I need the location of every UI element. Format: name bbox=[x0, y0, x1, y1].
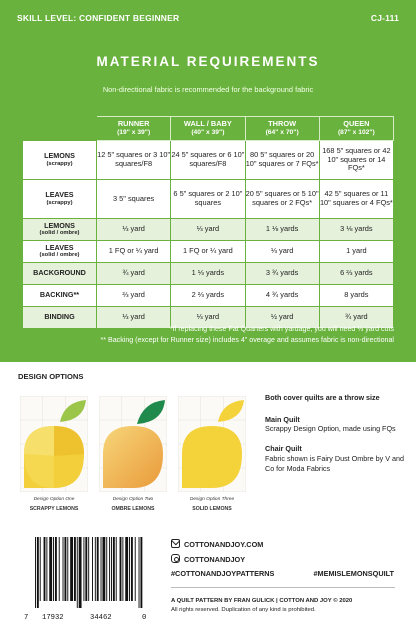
design-caption-three: Design Option Three bbox=[189, 497, 235, 502]
table-cell: 1 ⅓ yards bbox=[170, 262, 246, 285]
table-cell: 3 ⅛ yards bbox=[318, 218, 395, 241]
cover-quilt-notes: Both cover quilts are a throw size Main … bbox=[265, 393, 405, 473]
table-cell: ⅓ yard bbox=[170, 218, 246, 241]
column-header: RUNNER (19" x 39") bbox=[95, 116, 172, 141]
barcode-digits-right: 34462 bbox=[90, 614, 112, 622]
table-row: LEAVES (solid / ombre) 1 FQ or ¼ yard 1 F… bbox=[22, 240, 395, 263]
website-link[interactable]: COTTONANDJOY.COM bbox=[184, 540, 264, 549]
mail-icon bbox=[171, 539, 180, 548]
row-label: LEMONS (solid / ombre) bbox=[22, 218, 97, 241]
header-bar: SKILL LEVEL: CONFIDENT BEGINNER CJ-111 bbox=[17, 13, 399, 25]
table-cell: 1 FQ or ¼ yard bbox=[95, 240, 172, 263]
table-cell: 1 ⅛ yards bbox=[244, 218, 320, 241]
table-cell: 6 5" squares or 2 10" squares bbox=[170, 179, 246, 219]
footnotes: *If replacing these Fat Quarters with ya… bbox=[14, 324, 394, 346]
chair-quilt-text: Fabric shown is Fairy Dust Ombre by V an… bbox=[265, 453, 405, 473]
barcode-digit-check: 0 bbox=[142, 614, 147, 622]
footer-divider bbox=[171, 587, 395, 588]
table-row: BACKGROUND ¾ yard 1 ⅓ yards 3 ¾ yards 6 … bbox=[22, 262, 395, 285]
hashtag-patterns: #COTTONANDJOYPATTERNS bbox=[171, 569, 275, 578]
credit-block: A QUILT PATTERN BY FRAN GULICK | COTTON … bbox=[171, 597, 406, 614]
table-cell: ⅓ yard bbox=[95, 306, 172, 329]
table-cell: 4 ¾ yards bbox=[244, 284, 320, 307]
table-cell: 6 ⅔ yards bbox=[318, 262, 395, 285]
table-row: LEMONS (scrappy) 12 5" squares or 3 10" s… bbox=[22, 140, 395, 180]
quilt-image-solid bbox=[178, 396, 246, 492]
row-label: LEAVES (scrappy) bbox=[22, 179, 97, 219]
table-cell: 20 5" squares or 5 10" squares or 2 FQs* bbox=[244, 179, 320, 219]
table-cell: 24 5" squares or 6 10" squares/F8 bbox=[170, 140, 246, 180]
row-label: BACKING** bbox=[22, 284, 97, 307]
row-label: LEMONS (scrappy) bbox=[22, 140, 97, 180]
table-row: BINDING ⅓ yard ⅓ yard ½ yard ¾ yard bbox=[22, 306, 395, 329]
table-cell: 42 5" squares or 11 10" squares or 4 FQs… bbox=[318, 179, 395, 219]
table-cell: 3 5" squares bbox=[95, 179, 172, 219]
table-row: LEAVES (scrappy) 3 5" squares 6 5" square… bbox=[22, 179, 395, 219]
footnote-fat-quarters: *If replacing these Fat Quarters with ya… bbox=[169, 325, 394, 333]
column-header: QUEEN (87" x 102") bbox=[318, 116, 395, 141]
credit-line: A QUILT PATTERN BY FRAN GULICK | COTTON … bbox=[171, 598, 353, 604]
row-label: LEAVES (solid / ombre) bbox=[22, 240, 97, 263]
design-options-title: DESIGN OPTIONS bbox=[18, 372, 84, 381]
chair-quilt-heading: Chair Quilt bbox=[265, 444, 302, 454]
footnote-backing: ** Backing (except for Runner size) incl… bbox=[100, 335, 394, 344]
quilt-image-ombre bbox=[99, 396, 167, 492]
main-quilt-text: Scrappy Design Option, made using FQs bbox=[265, 424, 396, 434]
table-cell: 168 5" squares or 42 10" squares or 14 F… bbox=[318, 140, 395, 180]
table-cell: ⅓ yard bbox=[95, 218, 172, 241]
design-name-solid: SOLID LEMONS bbox=[192, 506, 232, 512]
design-name-scrappy: SCRAPPY LEMONS bbox=[29, 506, 79, 512]
material-requirements-table: RUNNER (19" x 39") WALL / BABY (40" x 39")… bbox=[22, 116, 395, 329]
table-row: LEMONS (solid / ombre) ⅓ yard ⅓ yard 1 ⅛ … bbox=[22, 218, 395, 241]
table-header-row: RUNNER (19" x 39") WALL / BABY (40" x 39")… bbox=[22, 116, 395, 141]
barcode bbox=[35, 537, 143, 608]
table-cell: ¾ yard bbox=[318, 306, 395, 329]
column-header: THROW (64" x 70") bbox=[244, 116, 320, 141]
skill-level: SKILL LEVEL: CONFIDENT BEGINNER bbox=[17, 13, 180, 23]
table-cell: ⅔ yard bbox=[95, 284, 172, 307]
barcode-digits-left: 17932 bbox=[42, 614, 64, 622]
page-title: MATERIAL REQUIREMENTS bbox=[96, 54, 320, 69]
design-caption-one: Design Option One bbox=[33, 497, 75, 502]
website-line: COTTONANDJOY.COM bbox=[171, 539, 263, 549]
both-cover-note: Both cover quilts are a throw size bbox=[265, 393, 380, 402]
instagram-line: COTTONANDJOY bbox=[171, 554, 245, 564]
table-cell: ⅓ yard bbox=[170, 306, 246, 329]
hashtag-quilt: #MEMISLEMONSQUILT bbox=[313, 569, 394, 578]
rights-line: All rights reserved. Duplication of any … bbox=[171, 606, 316, 613]
table-cell: 12 5" squares or 3 10" squares/F8 bbox=[95, 140, 172, 180]
row-label: BACKGROUND bbox=[22, 262, 97, 285]
design-caption-two: Design Option Two bbox=[112, 497, 154, 502]
table-cell: 8 yards bbox=[318, 284, 395, 307]
table-cell: 2 ⅔ yards bbox=[170, 284, 246, 307]
table-row: BACKING** ⅔ yard 2 ⅔ yards 4 ¾ yards 8 y… bbox=[22, 284, 395, 307]
quilt-image-scrappy bbox=[20, 396, 88, 492]
barcode-digit-lead: 7 bbox=[24, 614, 29, 622]
pattern-code: CJ-111 bbox=[370, 13, 399, 23]
table-cell: ⅓ yard bbox=[244, 240, 320, 263]
table-cell: 80 5" squares or 20 10" squares or 7 FQs… bbox=[244, 140, 320, 180]
table-corner bbox=[22, 116, 97, 141]
table-cell: 1 yard bbox=[318, 240, 395, 263]
design-name-ombre: OMBRE LEMONS bbox=[111, 506, 155, 512]
instagram-icon bbox=[171, 554, 180, 563]
table-cell: 3 ¾ yards bbox=[244, 262, 320, 285]
table-cell: ¾ yard bbox=[95, 262, 172, 285]
main-quilt-heading: Main Quilt bbox=[265, 414, 300, 424]
table-cell: 1 FQ or ¼ yard bbox=[170, 240, 246, 263]
column-header: WALL / BABY (40" x 39") bbox=[170, 116, 246, 141]
page-subtitle: Non-directional fabric is recommended fo… bbox=[102, 85, 314, 94]
instagram-handle[interactable]: COTTONANDJOY bbox=[184, 555, 246, 564]
